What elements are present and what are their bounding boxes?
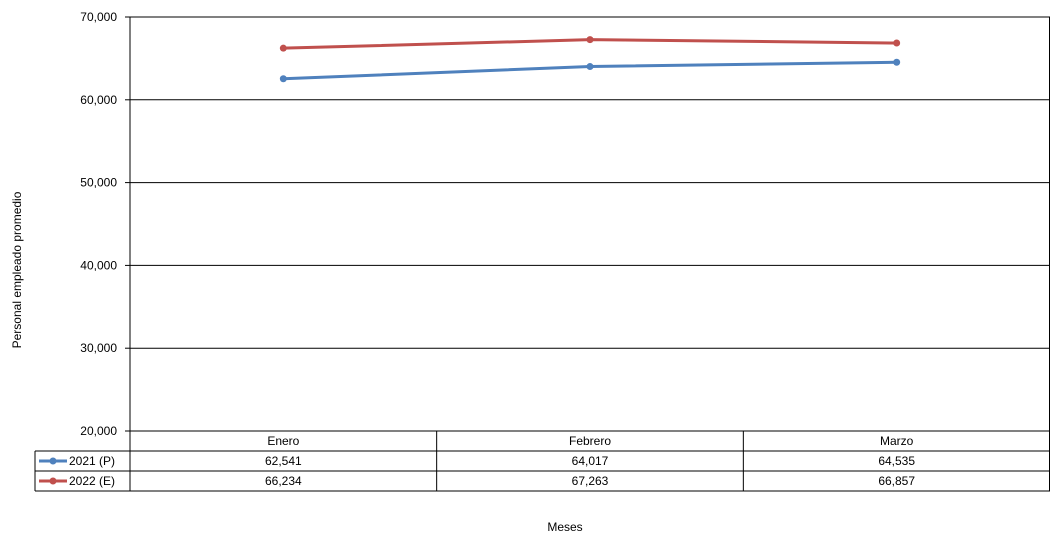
legend-key-marker [49, 477, 57, 485]
legend-label: 2021 (P) [69, 454, 115, 468]
gridlines [130, 16, 1050, 432]
data-label: 64,017 [572, 454, 609, 468]
y-axis-title: Personal empleado promedio [10, 191, 24, 348]
data-point [586, 63, 594, 71]
legend-label: 2022 (E) [69, 474, 115, 488]
y-tick-label: 60,000 [80, 93, 117, 107]
series-lines [279, 36, 901, 83]
y-tick-label: 50,000 [80, 176, 117, 190]
data-label: 66,234 [265, 474, 302, 488]
data-table: Enero Febrero Marzo 2021 (P) 62,541 64,017 64,… [34, 430, 1050, 492]
data-label: 64,535 [878, 454, 915, 468]
data-point [279, 44, 287, 52]
y-tick-label: 30,000 [80, 341, 117, 355]
x-axis-title: Meses [547, 520, 582, 534]
x-tick-label: Marzo [880, 434, 914, 448]
data-label: 66,857 [878, 474, 915, 488]
plot-frame [129, 17, 1050, 431]
data-point [586, 36, 594, 44]
data-point [279, 75, 287, 83]
x-tick-label: Enero [267, 434, 299, 448]
legend-key-marker [49, 457, 57, 465]
x-tick-label: Febrero [569, 434, 611, 448]
data-label: 62,541 [265, 454, 302, 468]
y-tick-label: 20,000 [80, 424, 117, 438]
data-point [893, 58, 901, 66]
y-axis-ticks: 20,000 30,000 40,000 50,000 60,000 70,000 [80, 10, 130, 438]
y-tick-label: 70,000 [80, 10, 117, 24]
data-label: 67,263 [572, 474, 609, 488]
y-tick-label: 40,000 [80, 258, 117, 272]
data-point [893, 39, 901, 47]
